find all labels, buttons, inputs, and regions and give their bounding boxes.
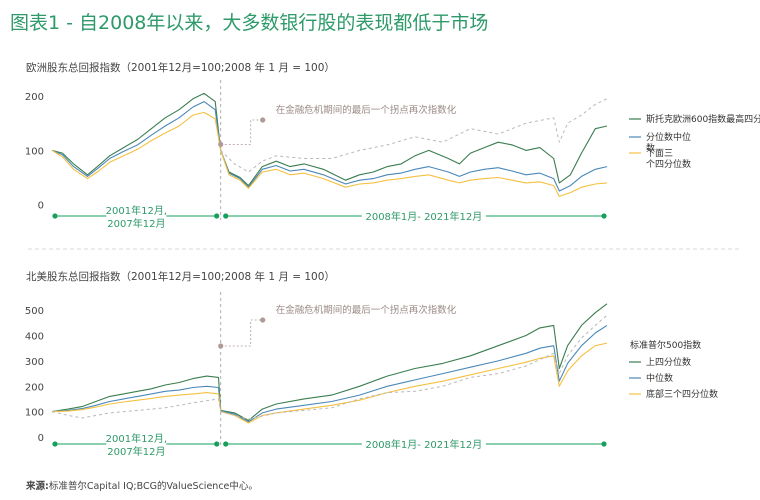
y-tick-label: 200 [25, 382, 44, 393]
period-label-bg [106, 204, 167, 230]
period-label-start: 2001年12月, [106, 204, 167, 217]
series-line-top [51, 303, 608, 422]
annotation-connector [220, 119, 261, 145]
period-marker [52, 213, 58, 219]
period-marker [214, 213, 220, 219]
series-line-bottom [51, 342, 608, 424]
period-marker [214, 441, 220, 447]
period-label-bg [361, 436, 486, 450]
annotation-text: 在金融危机期间的最后一个拐点再次指数化 [276, 304, 457, 316]
period-marker [52, 441, 58, 447]
legend-label: 个四分位数 [646, 158, 691, 170]
legend-label: 底部三个四分位数 [646, 388, 718, 400]
y-tick-label: 100 [25, 408, 44, 419]
annotation-dot [218, 141, 224, 147]
series-line-market [220, 98, 608, 173]
chart2-subtitle: 北美股东总回报指数（2001年12月=100;2008 年 1 月 = 100） [26, 271, 335, 283]
y-tick-label: 0 [38, 201, 44, 212]
period-label-range: 2008年1月- 2021年12月 [365, 210, 482, 223]
legend-label: 分位数中位 [646, 131, 691, 143]
chart1-subtitle: 欧洲股东总回报指数（2001年12月=100;2008 年 1 月 = 100） [26, 62, 335, 74]
series-line-top [51, 92, 608, 187]
annotation-dot [260, 117, 266, 123]
y-tick-label: 200 [25, 92, 44, 103]
charts-canvas: 0100200在金融危机期间的最后一个拐点再次指数化2001年12月,2007年… [25, 80, 760, 458]
annotation-connector [220, 319, 261, 347]
series-line-median [51, 101, 608, 192]
period-marker [601, 213, 607, 219]
period-label-bg [106, 432, 167, 458]
legend-label: 上四分位数 [646, 356, 691, 368]
legend-label: 数 [646, 142, 655, 154]
source-text: 标准普尔Capital IQ;BCG的ValueScience中心。 [48, 481, 258, 492]
figure-title: 图表1 - 自2008年以来，大多数银行股的表现都低于市场 [10, 12, 489, 34]
period-marker [601, 441, 607, 447]
source-label: 来源: [26, 481, 49, 492]
annotation-dot [218, 343, 224, 349]
annotation-dot [260, 317, 266, 323]
legend-label: 下面三 [646, 148, 673, 159]
series-line-bottom [51, 111, 608, 197]
series-line-market [51, 314, 608, 420]
y-tick-label: 100 [25, 146, 44, 157]
period-label-end: 2007年12月 [107, 217, 165, 230]
period-marker [223, 441, 229, 447]
period-label-bg [361, 208, 486, 222]
y-tick-label: 400 [25, 332, 44, 343]
period-label-range: 2008年1月- 2021年12月 [365, 438, 482, 451]
annotation-text: 在金融危机期间的最后一个拐点再次指数化 [276, 104, 457, 116]
source-note: 来源:标准普尔Capital IQ;BCG的ValueScience中心。 [26, 478, 258, 492]
y-tick-label: 0 [38, 433, 44, 444]
legend-label: 标准普尔500指数 [630, 339, 701, 351]
y-tick-label: 300 [25, 357, 44, 368]
series-line-median [51, 324, 608, 423]
legend-label: 中位数 [646, 372, 673, 384]
period-label-end: 2007年12月 [107, 445, 165, 458]
y-tick-label: 500 [25, 306, 44, 317]
period-marker [223, 213, 229, 219]
period-label-start: 2001年12月, [106, 432, 167, 445]
legend-label: 斯托克欧洲600指数最高四分位数 [646, 113, 760, 125]
